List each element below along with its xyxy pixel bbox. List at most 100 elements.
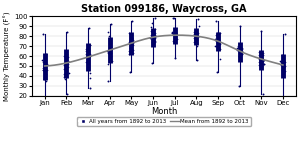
Point — [173, 40, 178, 42]
Point — [256, 51, 261, 54]
Point — [88, 53, 93, 55]
Point — [257, 58, 262, 60]
Point — [63, 59, 68, 62]
Point — [84, 53, 88, 55]
Point — [127, 47, 132, 49]
Point — [87, 27, 92, 29]
Point — [153, 36, 158, 38]
Point — [152, 40, 157, 43]
Point — [130, 39, 135, 41]
Point — [65, 60, 70, 62]
Point — [174, 33, 178, 35]
Point — [152, 17, 157, 20]
Point — [130, 37, 134, 39]
Y-axis label: Monthly Temperature (F°): Monthly Temperature (F°) — [4, 11, 11, 101]
Point — [108, 48, 113, 50]
Point — [106, 48, 111, 51]
Point — [153, 41, 158, 43]
Point — [236, 55, 241, 57]
Point — [150, 34, 155, 37]
Point — [42, 96, 47, 99]
Point — [44, 79, 49, 82]
Point — [214, 20, 218, 22]
Point — [85, 53, 89, 55]
Point — [260, 65, 265, 67]
Point — [87, 44, 92, 46]
Point — [218, 57, 223, 60]
Point — [128, 71, 133, 73]
Point — [153, 31, 158, 34]
Point — [218, 48, 222, 50]
Point — [106, 50, 111, 53]
Point — [105, 80, 110, 82]
Point — [108, 23, 113, 26]
Point — [65, 63, 70, 65]
Point — [153, 37, 158, 40]
Legend: All years from 1892 to 2013, Mean from 1892 to 2013: All years from 1892 to 2013, Mean from 1… — [76, 117, 251, 126]
Point — [259, 30, 263, 32]
Point — [213, 39, 218, 41]
Point — [110, 59, 115, 62]
Point — [216, 48, 220, 50]
Point — [131, 44, 136, 46]
Point — [148, 36, 153, 39]
Point — [170, 31, 175, 34]
Point — [153, 34, 158, 37]
Point — [153, 40, 158, 42]
Point — [173, 32, 178, 35]
Point — [172, 29, 177, 31]
Point — [260, 60, 265, 62]
Point — [62, 68, 67, 70]
Point — [127, 40, 132, 43]
Point — [150, 21, 155, 24]
Point — [126, 52, 131, 55]
Point — [214, 45, 218, 48]
Point — [280, 64, 285, 66]
Point — [64, 93, 69, 95]
Point — [258, 55, 263, 58]
Point — [149, 31, 154, 33]
Point — [42, 62, 47, 65]
Point — [41, 33, 46, 35]
Point — [283, 61, 287, 63]
Point — [261, 93, 266, 95]
Point — [258, 57, 263, 60]
Point — [171, 41, 176, 43]
Point — [107, 51, 112, 53]
Point — [109, 55, 113, 57]
Point — [235, 45, 240, 47]
Point — [84, 49, 89, 52]
Point — [87, 77, 92, 79]
Point — [191, 41, 196, 43]
Point — [86, 56, 91, 59]
Point — [174, 38, 179, 41]
Point — [172, 34, 176, 36]
Point — [218, 42, 223, 45]
Point — [65, 53, 70, 55]
Point — [196, 25, 201, 27]
Point — [239, 50, 244, 52]
Point — [83, 48, 88, 50]
Point — [195, 59, 200, 61]
Point — [130, 48, 134, 50]
Point — [130, 52, 135, 55]
Point — [256, 64, 261, 66]
Point — [66, 60, 70, 63]
Point — [260, 54, 265, 57]
Point — [87, 55, 92, 58]
Point — [41, 61, 46, 63]
Point — [105, 50, 110, 53]
Point — [217, 43, 221, 46]
Point — [126, 50, 131, 52]
Point — [279, 64, 283, 66]
Point — [85, 60, 90, 62]
Point — [40, 59, 45, 61]
Point — [238, 54, 243, 56]
Point — [66, 66, 71, 68]
Point — [195, 34, 200, 36]
Point — [65, 60, 70, 63]
Point — [87, 86, 92, 89]
Point — [218, 32, 223, 35]
Point — [215, 31, 220, 34]
Point — [261, 62, 266, 65]
